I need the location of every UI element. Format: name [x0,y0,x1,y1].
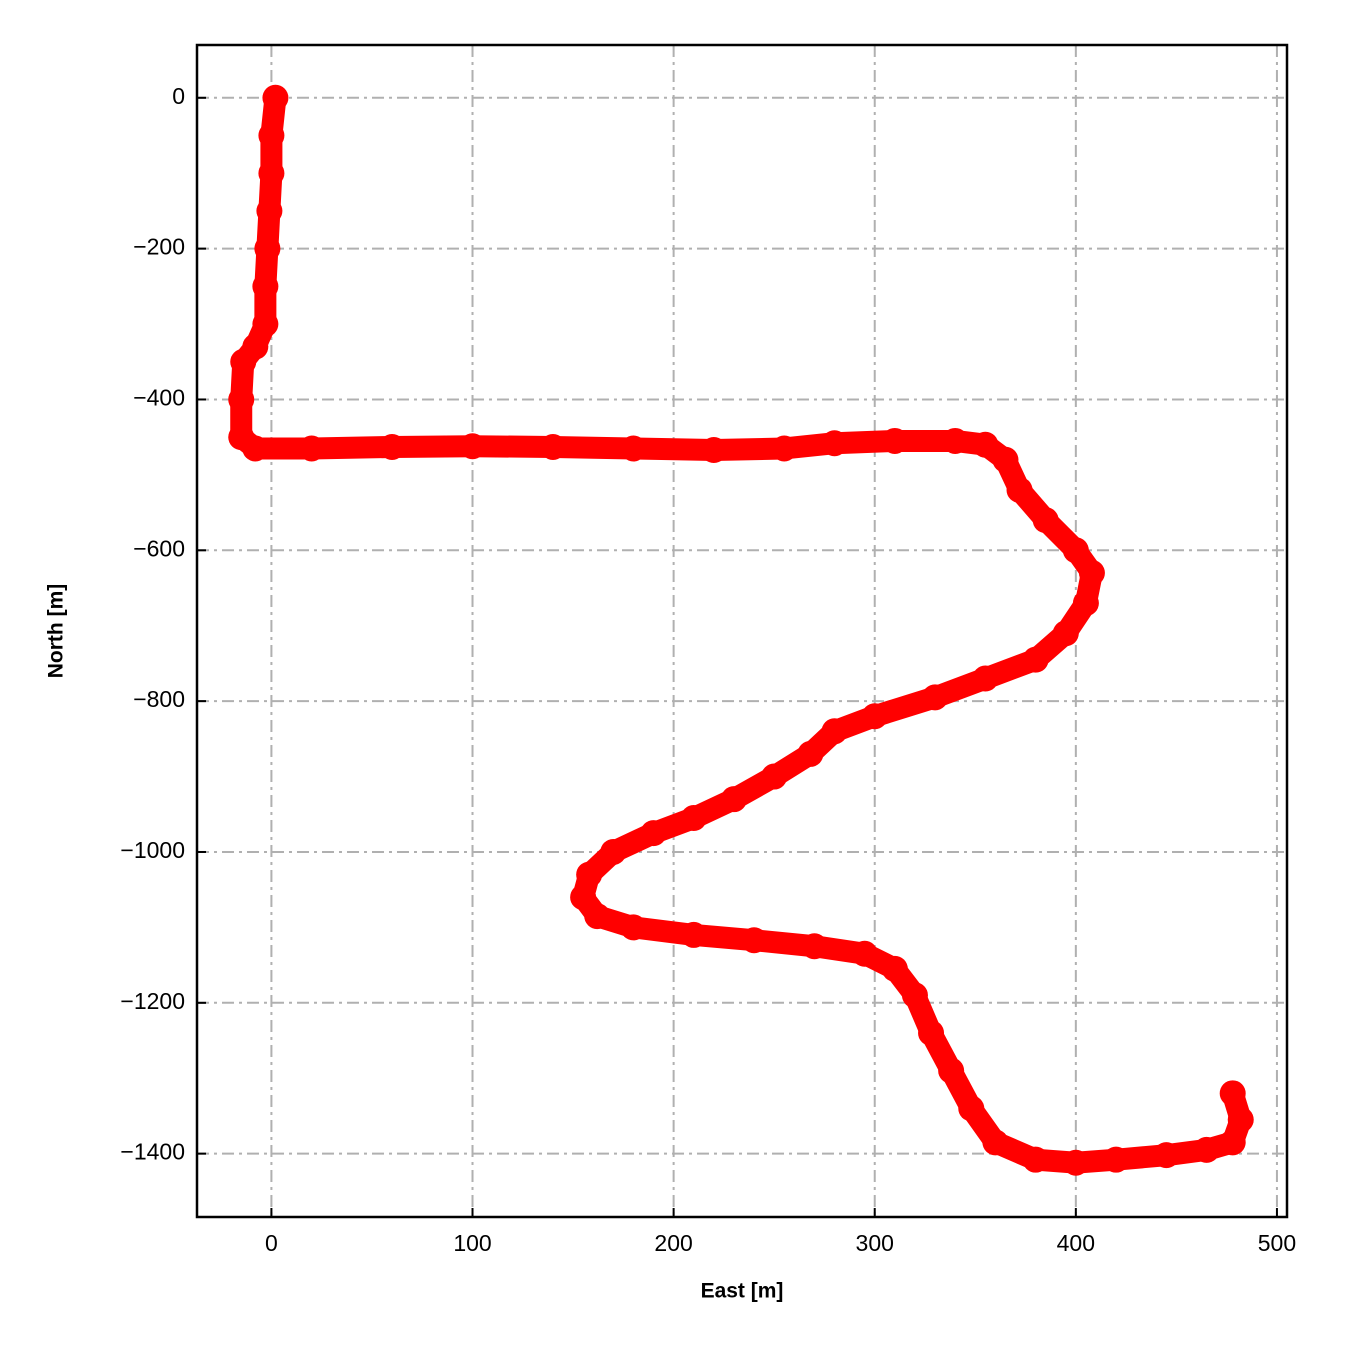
trajectory-point [1227,1106,1254,1133]
trajectory-point [1219,1129,1246,1156]
trajectory-point [1052,620,1079,647]
trajectory-point [252,311,279,338]
trajectory-point [680,805,707,832]
trajectory-point [539,433,566,460]
x-tick-label: 200 [654,1230,692,1256]
trajectory-point [918,1019,945,1046]
trajectory-point [254,235,281,262]
trajectory-point [576,861,603,888]
trajectory-point [1072,590,1099,617]
trajectory-point [379,433,406,460]
trajectory-point [938,1057,965,1084]
y-tick-label: −1000 [120,837,185,863]
trajectory-point [761,763,788,790]
trajectory-point [640,820,667,847]
trajectory-point [1219,1080,1246,1107]
trajectory-point [1153,1142,1180,1169]
trajectory-point [584,903,611,930]
trajectory-point [821,718,848,745]
trajectory-point [1078,559,1105,586]
y-tick-label: −400 [133,385,185,411]
trajectory-point [958,1095,985,1122]
trajectory-point [720,786,747,813]
trajectory-point [741,927,768,954]
y-tick-label: 0 [172,83,185,109]
trajectory-point [228,386,255,413]
trajectory-point [1193,1136,1220,1163]
trajectory-point [1062,1149,1089,1176]
trajectory-point [570,884,597,911]
trajectory-point [801,933,828,960]
x-tick-label: 100 [453,1230,491,1256]
trajectory-point [861,703,888,730]
trajectory-point [851,940,878,967]
x-axis-label: East [m] [701,1280,784,1303]
trajectory-point [1062,537,1089,564]
trajectory-point [258,122,285,149]
trajectory-point [600,838,627,865]
trajectory-point [992,446,1019,473]
y-axis-label: North [m] [45,584,68,678]
y-tick-label: −800 [133,686,185,712]
trajectory-point [972,431,999,458]
y-tick-label: −1400 [120,1139,185,1165]
trajectory-point [1032,507,1059,534]
trajectory-point [881,427,908,454]
trajectory-point [881,955,908,982]
trajectory-point [242,435,269,462]
x-tick-label: 0 [265,1230,278,1256]
x-tick-label: 300 [856,1230,894,1256]
trajectory-point [262,84,289,111]
trajectory-point [922,684,949,711]
trajectory-point [1022,646,1049,673]
plot-frame [195,43,1289,1219]
trajectory-point [230,348,257,375]
trajectory-point [821,430,848,457]
trajectory-point [256,197,283,224]
trajectory-point [258,160,285,187]
x-tick-label: 500 [1258,1230,1296,1256]
y-tick-label: −1200 [120,988,185,1014]
trajectory-point [700,436,727,463]
trajectory-point [1022,1146,1049,1173]
trajectory-point [459,433,486,460]
y-tick-label: −600 [133,535,185,561]
trajectory-point [771,435,798,462]
trajectory-point [1103,1146,1130,1173]
y-tick-label: −200 [133,234,185,260]
trajectory-point [620,435,647,462]
trajectory-point [298,435,325,462]
trajectory-point [797,740,824,767]
trajectory-point [982,1129,1009,1156]
trajectory-point [252,273,279,300]
trajectory-point [972,665,999,692]
x-tick-label: 400 [1057,1230,1095,1256]
trajectory-point [620,914,647,941]
trajectory-point [901,982,928,1009]
trajectory-point [1006,476,1033,503]
trajectory-point [680,921,707,948]
trajectory-point [942,427,969,454]
